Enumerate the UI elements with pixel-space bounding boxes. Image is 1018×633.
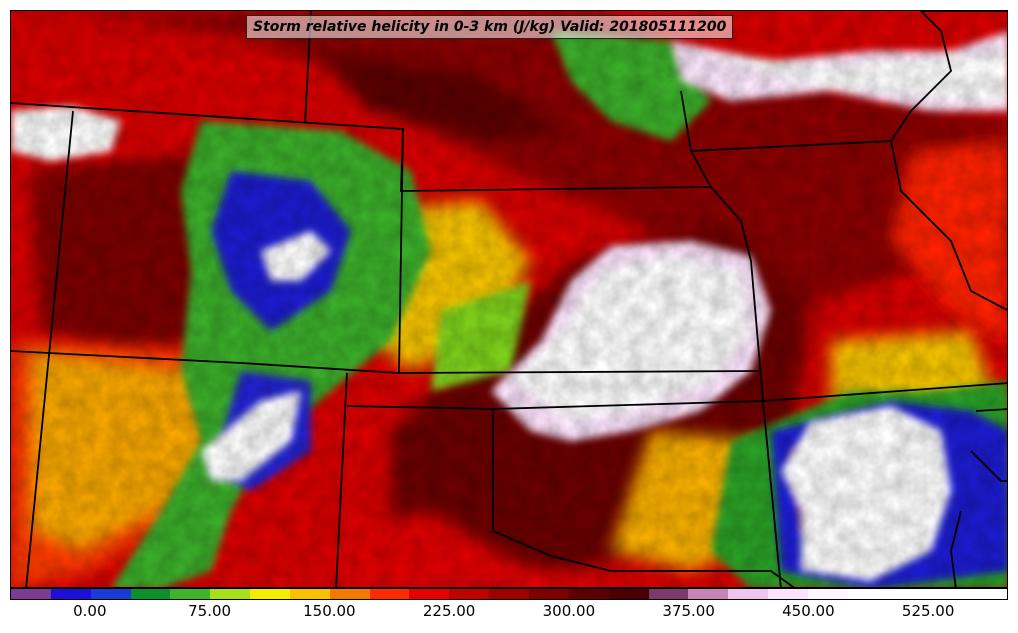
colorbar-segment (250, 589, 290, 599)
colorbar-tick-label: 300.00 (542, 602, 596, 620)
colorbar-segment (289, 589, 330, 599)
colorbar-segment (688, 589, 729, 599)
colorbar-tick-label: 0.00 (73, 602, 107, 620)
state-line-ok-ks (492, 400, 764, 410)
colorbar-segment (329, 589, 370, 599)
colorbar-segment (967, 589, 1008, 599)
colorbar-tick-label: 525.00 (901, 602, 955, 620)
map-panel (10, 10, 1008, 588)
colorbar-segment (648, 589, 689, 599)
colorbar-segment (409, 589, 450, 599)
state-line-ar-ok (762, 400, 782, 587)
colorbar-segment (449, 589, 490, 599)
colorbar-segment (11, 589, 51, 599)
colorbar-segment (768, 589, 808, 599)
state-line-ia (690, 140, 1007, 311)
colorbar-tick-label: 150.00 (303, 602, 356, 620)
colorbar (10, 588, 1008, 600)
colorbar-segment (50, 589, 91, 599)
colorbar-segment (728, 589, 769, 599)
colorbar-segment (568, 589, 609, 599)
colorbar-segment (130, 589, 171, 599)
colorbar-tick-labels: 0.00 75.00 150.00 225.00 300.00 375.00 450.00 5… (10, 600, 1008, 630)
colorbar-tick-label: 375.00 (662, 602, 715, 620)
colorbar-segment (90, 589, 131, 599)
state-boundaries (11, 11, 1007, 587)
state-line-ms (970, 450, 1007, 482)
colorbar-segment (489, 589, 529, 599)
colorbar-segment (927, 589, 968, 599)
texture-overlay (11, 11, 1007, 587)
colorbar-segment (210, 589, 251, 599)
colorbar-segment (887, 589, 928, 599)
colorbar-segment (528, 589, 569, 599)
map-title: Storm relative helicity in 0-3 km (J/kg)… (246, 15, 734, 39)
state-line-nm-tx (335, 372, 348, 587)
state-line-la (975, 408, 1007, 412)
colorbar-tick-label: 225.00 (422, 602, 476, 620)
state-line-river (950, 510, 962, 587)
state-line-wi (890, 11, 952, 142)
colorbar-segment (608, 589, 649, 599)
colorbar-segment (807, 589, 848, 599)
state-line-ar-mo (762, 382, 1007, 402)
state-line-mo-ks (710, 186, 764, 402)
state-line-co-nm (11, 350, 762, 374)
colorbar-segment (170, 589, 211, 599)
state-line-ok-tx (346, 405, 795, 587)
state-line-ne-ia (680, 90, 712, 188)
state-line-ut-nv (25, 110, 74, 587)
colorbar-segment (847, 589, 888, 599)
colorbar-segment (369, 589, 410, 599)
colorbar-tick-label: 75.00 (188, 602, 232, 620)
state-line-co-ks (398, 128, 404, 374)
colorbar-tick-label: 450.00 (782, 602, 835, 620)
helicity-map (11, 11, 1007, 587)
